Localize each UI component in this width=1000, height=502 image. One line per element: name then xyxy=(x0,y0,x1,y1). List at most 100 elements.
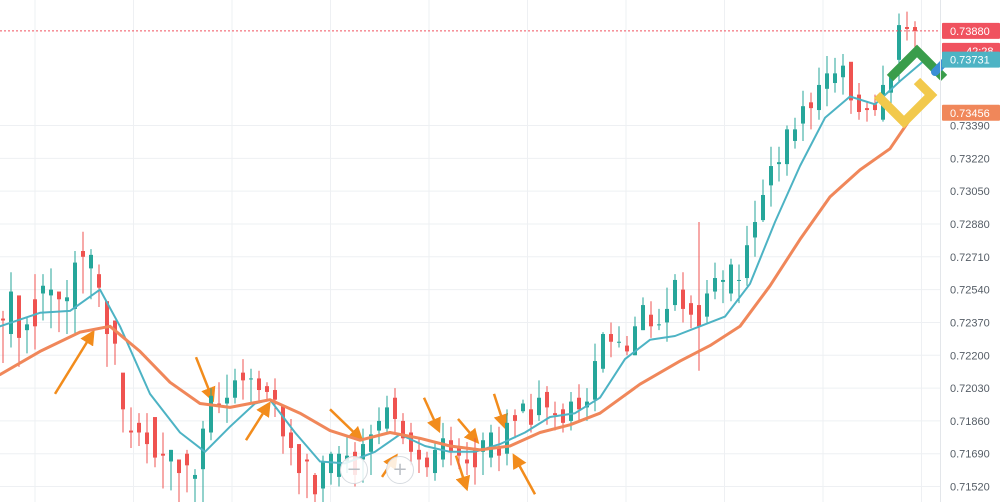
candle-bearish xyxy=(409,432,413,452)
candle-bearish xyxy=(529,409,533,425)
candle-bullish xyxy=(825,73,829,89)
candle-bullish xyxy=(9,291,13,335)
y-tick-label: 0.73220 xyxy=(950,153,990,165)
candle-bearish xyxy=(905,27,909,29)
candle-bullish xyxy=(633,326,637,356)
candle-bullish xyxy=(601,334,605,369)
candle-bearish xyxy=(473,447,477,468)
candle-bullish xyxy=(233,380,237,398)
candle-bearish xyxy=(417,449,421,460)
candle-bullish xyxy=(481,440,485,452)
candle-bearish xyxy=(849,61,853,101)
candle-bearish xyxy=(393,397,397,419)
candle-bullish xyxy=(721,279,725,282)
candle-bullish xyxy=(793,129,797,141)
candle-bearish xyxy=(689,303,693,315)
candle-bullish xyxy=(665,308,669,323)
candle-bullish xyxy=(713,278,717,292)
candle-bearish xyxy=(185,453,189,466)
candle-bearish xyxy=(465,459,469,464)
candle-bullish xyxy=(209,395,213,433)
candle-bullish xyxy=(801,106,805,124)
candle-bearish xyxy=(257,378,261,391)
candle-bullish xyxy=(521,403,525,412)
candle-bullish xyxy=(729,264,733,294)
candle-bearish xyxy=(1,318,5,321)
y-tick-label: 0.72200 xyxy=(950,350,990,362)
candle-bullish xyxy=(785,129,789,165)
candle-bearish xyxy=(297,444,301,474)
candle-bearish xyxy=(561,409,565,423)
y-tick-label: 0.71860 xyxy=(950,416,990,428)
candle-bullish xyxy=(361,444,365,460)
candle-bullish xyxy=(193,474,197,479)
y-tick-label: 0.73390 xyxy=(950,121,990,133)
zoom-in-button[interactable]: + xyxy=(386,456,414,484)
upper-grid-label-label: 0.73560 xyxy=(950,88,990,100)
logo-yellow-chevron xyxy=(873,77,938,129)
candle-bullish xyxy=(489,432,493,458)
candle-bullish xyxy=(617,341,621,343)
zoom-out-button[interactable]: − xyxy=(340,456,368,484)
candle-bullish xyxy=(889,77,893,93)
price-axis: 0.73390 0.73220 0.73050 0.72880 0.72710 0.725… xyxy=(940,0,990,502)
slow-ma-badge-text: 0.73456 xyxy=(950,108,990,120)
upper-grid-label-badge: 0.73560 xyxy=(950,88,990,100)
y-tick-label: 0.72540 xyxy=(950,285,990,297)
candle-bearish xyxy=(57,291,61,300)
candle-bearish xyxy=(33,299,37,327)
candle-bearish xyxy=(577,397,581,410)
candle-bearish xyxy=(289,432,293,448)
candle-bearish xyxy=(265,386,269,392)
candle-bullish xyxy=(89,254,93,269)
candle-bearish xyxy=(305,459,309,462)
candle-bearish xyxy=(401,420,405,439)
candle-bearish xyxy=(121,372,125,410)
candle-bullish xyxy=(73,262,77,309)
current-price-badge-bg xyxy=(942,22,1000,39)
candle-bullish xyxy=(745,245,749,279)
candle-bearish xyxy=(425,457,429,468)
candle-bullish xyxy=(337,453,341,477)
slow-ma-line xyxy=(0,110,917,452)
candle-bearish xyxy=(553,413,557,416)
candle-bullish xyxy=(761,195,765,221)
candle-bearish xyxy=(81,251,85,257)
candle-bullish xyxy=(25,324,29,331)
candle-bullish xyxy=(593,361,597,400)
candle-bearish xyxy=(105,301,109,335)
trend-arrow xyxy=(492,393,509,430)
candle-bearish xyxy=(873,104,877,111)
y-tick-label: 0.72370 xyxy=(950,317,990,329)
candle-bearish xyxy=(649,314,653,327)
trend-arrow xyxy=(53,329,95,395)
candle-bullish xyxy=(41,285,45,294)
candle-bearish xyxy=(241,372,245,381)
candle-bullish xyxy=(329,453,333,474)
candle-bullish xyxy=(377,420,381,431)
candle-bearish xyxy=(609,334,613,342)
y-tick-label: 0.73050 xyxy=(950,186,990,198)
candle-bullish xyxy=(569,401,573,421)
current-price-badge-text: 0.73880 xyxy=(950,26,990,38)
candle-bullish xyxy=(321,461,325,489)
candle-bullish xyxy=(841,65,845,78)
candle-bearish xyxy=(273,390,277,400)
grid xyxy=(0,0,940,502)
candle-bearish xyxy=(857,94,861,112)
candle-bearish xyxy=(161,453,165,456)
candle-bullish xyxy=(769,166,773,186)
trend-arrow xyxy=(329,408,364,442)
trend-arrow xyxy=(512,453,537,495)
trend-arrows xyxy=(53,329,537,495)
trend-arrow xyxy=(422,397,441,434)
candle-bullish xyxy=(673,279,677,306)
candle-bearish xyxy=(145,432,149,445)
y-tick-label: 0.71690 xyxy=(950,449,990,461)
candle-bullish xyxy=(369,434,373,452)
candle-bullish xyxy=(201,428,205,470)
candle-bearish xyxy=(313,474,317,495)
candle-bearish xyxy=(129,430,133,433)
